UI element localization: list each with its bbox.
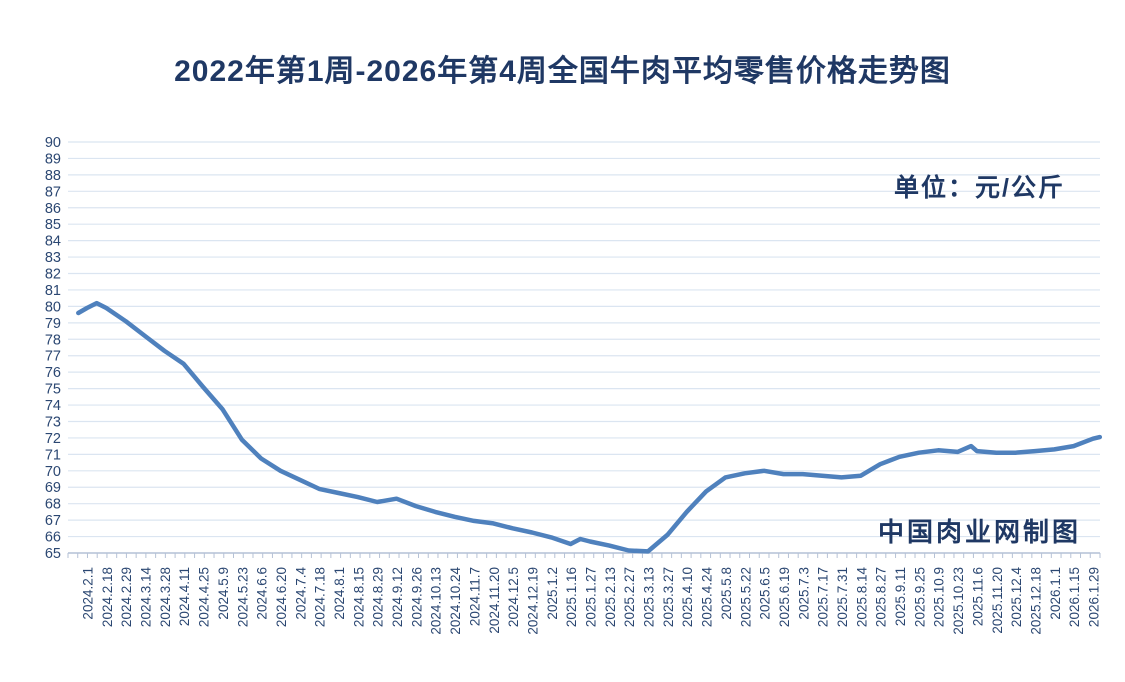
svg-text:84: 84 [45, 234, 61, 250]
svg-text:2026.1.1: 2026.1.1 [1048, 567, 1063, 620]
svg-text:2025.10.23: 2025.10.23 [951, 567, 966, 635]
svg-text:2025.7.17: 2025.7.17 [816, 567, 831, 627]
svg-text:89: 89 [45, 151, 61, 167]
svg-text:2024.12.19: 2024.12.19 [525, 567, 540, 635]
svg-text:2024.11.20: 2024.11.20 [487, 567, 502, 634]
x-axis-labels: 2024.2.1 2024.2.18 2024.2.29 2024.3.14 2024.… [81, 567, 1102, 635]
svg-text:2024.11.7: 2024.11.7 [467, 567, 482, 626]
svg-text:2026.1.15: 2026.1.15 [1067, 567, 1082, 627]
svg-text:2025.4.24: 2025.4.24 [700, 567, 715, 628]
svg-text:2025.11.6: 2025.11.6 [970, 567, 985, 626]
svg-text:2024.5.9: 2024.5.9 [216, 567, 231, 620]
chart-title: 2022年第1周-2026年第4周全国牛肉平均零售价格走势图 [174, 55, 951, 88]
svg-text:2025.9.25: 2025.9.25 [912, 567, 927, 627]
svg-text:2024.6.6: 2024.6.6 [255, 567, 270, 620]
svg-text:2024.2.18: 2024.2.18 [100, 567, 115, 627]
x-axis [67, 552, 1101, 558]
svg-text:85: 85 [45, 217, 61, 233]
svg-text:70: 70 [45, 464, 61, 480]
svg-text:2024.4.11: 2024.4.11 [177, 567, 192, 626]
svg-text:69: 69 [45, 480, 61, 496]
unit-label: 单位：元/公斤 [894, 174, 1065, 202]
svg-text:2025.3.13: 2025.3.13 [642, 567, 657, 627]
svg-text:2025.1.16: 2025.1.16 [564, 567, 579, 627]
beef-price-line [76, 300, 1103, 554]
svg-text:2025.2.13: 2025.2.13 [603, 567, 618, 627]
svg-text:2025.1.27: 2025.1.27 [583, 567, 598, 627]
svg-text:2024.10.24: 2024.10.24 [448, 567, 463, 635]
svg-text:73: 73 [45, 414, 61, 430]
gridlines [68, 141, 1100, 554]
y-axis-labels: 6566676869707172737475767778798081828384… [45, 135, 61, 562]
svg-text:2025.9.11: 2025.9.11 [893, 567, 908, 626]
svg-text:79: 79 [45, 316, 61, 332]
svg-text:78: 78 [45, 332, 61, 348]
svg-text:65: 65 [45, 546, 61, 562]
svg-text:72: 72 [45, 431, 61, 447]
svg-text:2024.2.1: 2024.2.1 [81, 567, 96, 620]
svg-text:2026.1.29: 2026.1.29 [1086, 567, 1101, 627]
svg-text:2024.4.25: 2024.4.25 [197, 567, 212, 627]
svg-text:2025.6.5: 2025.6.5 [758, 567, 773, 620]
svg-text:2025.5.8: 2025.5.8 [719, 567, 734, 620]
svg-text:2024.8.1: 2024.8.1 [332, 567, 347, 620]
svg-text:82: 82 [45, 267, 61, 283]
svg-text:2025.10.9: 2025.10.9 [932, 567, 947, 627]
credit-watermark: 中国肉业网制图 [877, 517, 1081, 547]
svg-text:2024.8.29: 2024.8.29 [371, 567, 386, 627]
svg-text:2024.2.29: 2024.2.29 [119, 567, 134, 627]
svg-text:71: 71 [45, 447, 61, 463]
svg-text:88: 88 [45, 168, 61, 184]
svg-text:75: 75 [45, 382, 61, 398]
svg-text:2024.12.5: 2024.12.5 [506, 567, 521, 627]
svg-text:86: 86 [45, 201, 61, 217]
svg-text:2025.11.20: 2025.11.20 [990, 567, 1005, 634]
svg-text:2025.3.27: 2025.3.27 [661, 567, 676, 627]
svg-text:2025.6.19: 2025.6.19 [777, 567, 792, 627]
svg-text:2025.7.31: 2025.7.31 [835, 567, 850, 627]
svg-text:77: 77 [45, 349, 61, 365]
svg-text:2025.8.14: 2025.8.14 [854, 567, 869, 628]
svg-text:2024.9.12: 2024.9.12 [390, 567, 405, 627]
svg-text:2024.6.20: 2024.6.20 [274, 567, 289, 627]
svg-text:81: 81 [45, 283, 61, 299]
svg-text:2025.8.27: 2025.8.27 [874, 567, 889, 627]
svg-text:2024.8.15: 2024.8.15 [351, 567, 366, 627]
svg-text:76: 76 [45, 365, 61, 381]
svg-text:68: 68 [45, 497, 61, 513]
svg-text:66: 66 [45, 530, 61, 546]
svg-text:2025.4.10: 2025.4.10 [680, 567, 695, 627]
svg-text:2025.12.4: 2025.12.4 [1009, 567, 1024, 628]
svg-text:2024.7.4: 2024.7.4 [293, 567, 308, 620]
svg-text:2025.7.3: 2025.7.3 [796, 567, 811, 620]
svg-text:80: 80 [45, 299, 61, 315]
svg-text:2025.12.18: 2025.12.18 [1028, 567, 1043, 635]
svg-text:2025.1.2: 2025.1.2 [545, 567, 560, 620]
svg-text:90: 90 [45, 135, 61, 151]
svg-text:2024.3.14: 2024.3.14 [139, 567, 154, 628]
svg-text:2025.5.22: 2025.5.22 [738, 567, 753, 627]
svg-text:2024.7.18: 2024.7.18 [313, 567, 328, 627]
svg-text:2024.3.28: 2024.3.28 [158, 567, 173, 627]
svg-text:2024.9.26: 2024.9.26 [409, 567, 424, 627]
svg-text:2025.2.27: 2025.2.27 [622, 567, 637, 627]
svg-text:2024.5.23: 2024.5.23 [235, 567, 250, 627]
svg-text:87: 87 [45, 184, 61, 200]
svg-text:67: 67 [45, 513, 61, 529]
svg-text:83: 83 [45, 250, 61, 266]
svg-text:2024.10.13: 2024.10.13 [429, 567, 444, 635]
svg-text:74: 74 [45, 398, 61, 414]
